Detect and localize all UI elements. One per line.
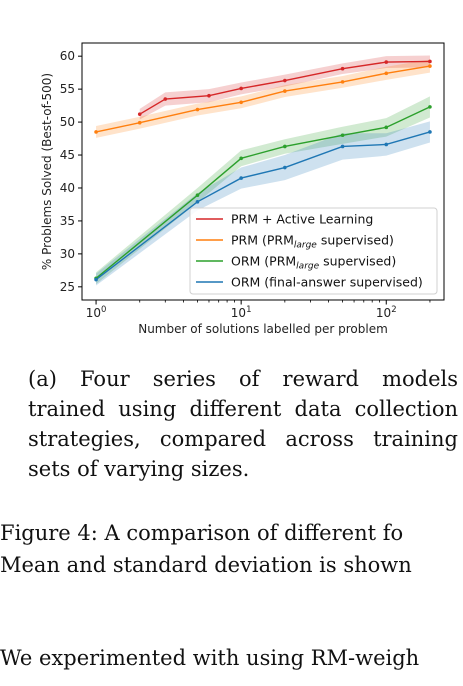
data-point-2-2 <box>239 156 243 161</box>
x-tick-label-0: 100 <box>86 305 107 320</box>
data-point-1-4 <box>283 89 287 93</box>
caption-line-3: strategies, compared across training <box>28 427 458 451</box>
data-point-1-0 <box>94 130 98 134</box>
x-axis: 100 101 102 <box>86 300 431 320</box>
data-point-0-0 <box>137 112 142 116</box>
data-point-2-3 <box>283 144 287 149</box>
data-point-1-3 <box>239 100 243 105</box>
x-tick-label-1: 101 <box>231 305 252 320</box>
y-tick-label-0: 25 <box>60 280 75 294</box>
legend-entry-sub-1: large <box>294 241 317 251</box>
data-point-3-6 <box>428 130 432 134</box>
data-point-0-6 <box>384 60 389 64</box>
std-band-2 <box>96 96 430 285</box>
x-tick-exp-2: 2 <box>391 305 396 315</box>
data-point-1-6 <box>384 71 389 76</box>
data-point-2-1 <box>195 193 200 198</box>
series-line-1 <box>95 65 431 133</box>
data-point-2-4 <box>340 133 345 138</box>
subfigure-caption: (a) Four series of reward models trained… <box>28 364 458 484</box>
std-band-1 <box>96 59 430 138</box>
data-point-0-4 <box>283 78 287 83</box>
y-tick-label-1: 30 <box>60 247 75 261</box>
data-point-3-2 <box>239 176 243 180</box>
y-tick-label-2: 35 <box>60 214 75 228</box>
y-tick-label-4: 45 <box>60 148 75 162</box>
figure-caption-line-2: Mean and standard deviation is shown <box>0 553 412 577</box>
plot-frame <box>81 42 445 301</box>
caption-line-1: (a) Four series of reward models <box>28 367 458 391</box>
data-point-3-0 <box>94 277 98 282</box>
legend-entry-tail-1: supervised) <box>317 233 394 248</box>
legend-entry-tail-2: supervised) <box>319 254 396 269</box>
legend-entry-main-0: PRM + Active Learning <box>231 212 373 227</box>
legend-entry-3: ORM (final-answer supervised) <box>231 275 423 290</box>
legend-entry-main-3: ORM (final-answer supervised) <box>231 275 423 290</box>
std-bands <box>96 55 430 286</box>
legend-entry-sub-2: large <box>296 262 319 272</box>
x-axis-label: Number of solutions labelled per problem <box>138 322 388 336</box>
legend-entry-main-2: ORM (PRM <box>231 254 296 269</box>
legend-entry-2: ORM (PRMlarge supervised) <box>231 254 396 272</box>
legend-box <box>189 207 438 295</box>
legend-entry-main-1: PRM (PRM <box>231 233 294 248</box>
body-paragraph: We experimented with using RM-weigh <box>0 642 463 674</box>
x-tick-base-0: 10 <box>86 306 101 320</box>
data-point-0-2 <box>207 93 211 98</box>
caption-line-4: sets of varying sizes. <box>28 457 250 481</box>
data-point-3-1 <box>195 200 200 204</box>
x-tick-label-2: 102 <box>376 305 397 320</box>
x-tick-base-1: 10 <box>231 306 246 320</box>
y-tick-label-5: 50 <box>60 115 75 129</box>
data-point-1-1 <box>137 120 142 125</box>
data-point-3-5 <box>384 142 389 147</box>
series-line-0 <box>139 60 430 115</box>
std-band-0 <box>139 55 430 120</box>
legend-entry-1: PRM (PRMlarge supervised) <box>231 233 394 251</box>
x-tick-base-2: 10 <box>376 306 391 320</box>
series-points <box>94 59 432 282</box>
y-tick-label-6: 55 <box>60 82 75 96</box>
body-line-1: We experimented with using RM-weigh <box>0 646 420 670</box>
data-point-3-3 <box>283 165 287 170</box>
figure-caption-line-1: Figure 4: A comparison of different fo <box>0 521 404 545</box>
data-point-0-5 <box>340 66 345 71</box>
data-point-2-6 <box>428 105 432 109</box>
data-point-1-5 <box>340 80 345 84</box>
data-point-0-3 <box>239 86 243 91</box>
y-axis-label: % Problems Solved (Best-of-500) <box>40 73 54 270</box>
y-tick-label-7: 60 <box>60 49 75 63</box>
data-point-0-1 <box>163 97 168 101</box>
figure-caption: Figure 4: A comparison of different fo M… <box>0 517 463 581</box>
data-point-1-7 <box>428 64 432 68</box>
data-point-2-5 <box>384 125 389 130</box>
x-tick-exp-0: 0 <box>101 305 106 315</box>
y-tick-label-3: 40 <box>60 181 75 195</box>
data-point-1-2 <box>195 107 200 112</box>
legend-entry-0: PRM + Active Learning <box>231 212 373 227</box>
data-point-0-7 <box>428 59 432 64</box>
caption-line-2: trained using different data collection <box>28 397 458 421</box>
data-point-3-4 <box>340 144 345 149</box>
x-tick-exp-1: 1 <box>246 305 251 315</box>
std-band-3 <box>96 121 430 286</box>
y-axis: 25 30 35 40 45 50 55 60 <box>60 49 82 294</box>
